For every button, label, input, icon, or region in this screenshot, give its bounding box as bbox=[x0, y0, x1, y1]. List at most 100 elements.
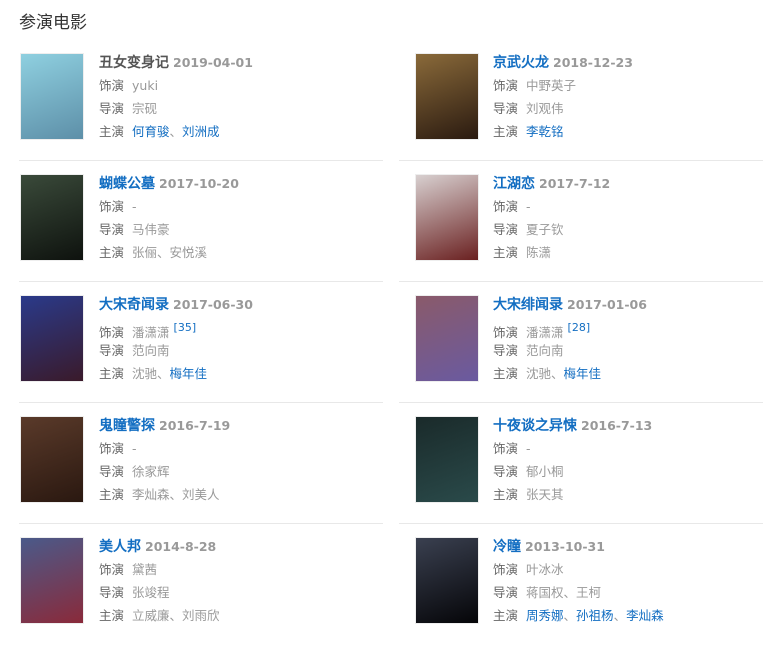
role-label: 饰演 bbox=[99, 199, 125, 214]
reference-link[interactable]: [28] bbox=[567, 321, 591, 334]
director-label: 导演 bbox=[493, 222, 519, 237]
movie-title[interactable]: 冷瞳 bbox=[493, 539, 521, 555]
release-date: 2014-8-28 bbox=[145, 539, 217, 554]
actor-name: 张天其 bbox=[526, 487, 564, 502]
director-row: 导演 张竣程 bbox=[99, 581, 220, 604]
movie-item: 京武火龙 2018-12-23 饰演 中野英子 导演 刘观伟 主演 李乾铭 bbox=[399, 40, 763, 161]
movie-title[interactable]: 京武火龙 bbox=[493, 55, 549, 71]
role-label: 饰演 bbox=[493, 441, 519, 456]
starring-label: 主演 bbox=[99, 366, 125, 381]
reference-link[interactable]: [35] bbox=[173, 321, 197, 334]
starring-row: 主演 李乾铭 bbox=[493, 120, 633, 143]
starring-row: 主演 立威廉、刘雨欣 bbox=[99, 604, 220, 627]
director-row: 导演 宗砚 bbox=[99, 97, 253, 120]
actor-name: 沈驰 bbox=[526, 366, 552, 381]
movie-item: 大宋绯闻录 2017-01-06 饰演 潘潇潇 [28] 导演 范向南 主演 沈驰、梅年佳 bbox=[399, 282, 763, 403]
movie-item: 冷瞳 2013-10-31 饰演 叶冰冰 导演 蒋国权、王柯 主演 周秀娜、孙祖杨、李灿… bbox=[399, 524, 763, 645]
director-row: 导演 蒋国权、王柯 bbox=[493, 581, 664, 604]
movie-item: 丑女变身记 2019-04-01 饰演 yuki 导演 宗砚 主演 何育骏、刘洲成 bbox=[19, 40, 383, 161]
starring-row: 主演 周秀娜、孙祖杨、李灿森 bbox=[493, 604, 664, 627]
movie-title[interactable]: 大宋奇闻录 bbox=[99, 297, 169, 313]
movie-poster[interactable] bbox=[20, 174, 84, 261]
actor-name: 张俪 bbox=[132, 245, 158, 260]
movie-title[interactable]: 江湖恋 bbox=[493, 176, 535, 192]
role-value: - bbox=[526, 441, 531, 456]
release-date: 2019-04-01 bbox=[173, 55, 253, 70]
actor-link[interactable]: 周秀娜 bbox=[526, 608, 564, 623]
role-label: 饰演 bbox=[493, 78, 519, 93]
role-row: 饰演 - bbox=[99, 195, 239, 218]
director-row: 导演 徐家辉 bbox=[99, 460, 230, 483]
director-value: 郁小桐 bbox=[526, 464, 564, 479]
actor-link[interactable]: 李灿森 bbox=[626, 608, 664, 623]
separator: 、 bbox=[613, 608, 627, 623]
movie-item: 鬼瞳警探 2016-7-19 饰演 - 导演 徐家辉 主演 李灿森、刘美人 bbox=[19, 403, 383, 524]
director-value: 夏子钦 bbox=[526, 222, 564, 237]
movie-poster[interactable] bbox=[415, 53, 479, 140]
role-row: 饰演 - bbox=[493, 437, 652, 460]
role-label: 饰演 bbox=[493, 325, 519, 340]
role-label: 饰演 bbox=[493, 562, 519, 577]
movie-poster[interactable] bbox=[415, 537, 479, 624]
role-value: 中野英子 bbox=[526, 78, 577, 93]
actor-link[interactable]: 李乾铭 bbox=[526, 124, 564, 139]
movie-poster[interactable] bbox=[20, 53, 84, 140]
director-row: 导演 范向南 bbox=[99, 339, 253, 362]
actor-name: 李灿森 bbox=[132, 487, 170, 502]
movie-title[interactable]: 大宋绯闻录 bbox=[493, 297, 563, 313]
release-date: 2013-10-31 bbox=[525, 539, 605, 554]
starring-row: 主演 张俪、安悦溪 bbox=[99, 241, 239, 264]
director-label: 导演 bbox=[493, 464, 519, 479]
role-row: 饰演 潘潇潇 [28] bbox=[493, 316, 647, 340]
movie-item: 大宋奇闻录 2017-06-30 饰演 潘潇潇 [35] 导演 范向南 主演 沈驰、梅年佳 bbox=[19, 282, 383, 403]
role-label: 饰演 bbox=[99, 562, 125, 577]
starring-row: 主演 张天其 bbox=[493, 483, 652, 506]
director-value: 范向南 bbox=[132, 343, 170, 358]
separator: 、 bbox=[157, 245, 170, 260]
director-label: 导演 bbox=[99, 464, 125, 479]
movie-poster[interactable] bbox=[20, 295, 84, 382]
separator: 、 bbox=[169, 124, 183, 139]
movie-poster[interactable] bbox=[415, 416, 479, 503]
director-label: 导演 bbox=[99, 585, 125, 600]
movie-poster[interactable] bbox=[20, 537, 84, 624]
movie-poster[interactable] bbox=[415, 295, 479, 382]
actor-name: 刘美人 bbox=[182, 487, 220, 502]
release-date: 2017-01-06 bbox=[567, 297, 647, 312]
role-row: 饰演 - bbox=[99, 437, 230, 460]
actor-name: 安悦溪 bbox=[169, 245, 208, 260]
release-date: 2017-06-30 bbox=[173, 297, 253, 312]
separator: 、 bbox=[169, 487, 183, 502]
movie-title[interactable]: 鬼瞳警探 bbox=[99, 418, 155, 434]
role-row: 饰演 - bbox=[493, 195, 610, 218]
actor-name: 陈潇 bbox=[526, 245, 552, 260]
movie-title[interactable]: 美人邦 bbox=[99, 539, 141, 555]
director-value: 范向南 bbox=[526, 343, 564, 358]
role-label: 饰演 bbox=[99, 441, 125, 456]
actor-link[interactable]: 梅年佳 bbox=[169, 366, 208, 381]
director-value: 马伟豪 bbox=[132, 222, 170, 237]
director-label: 导演 bbox=[99, 343, 125, 358]
movie-title[interactable]: 蝴蝶公墓 bbox=[99, 176, 155, 192]
role-value: 潘潇潇 bbox=[526, 325, 564, 340]
actor-link[interactable]: 梅年佳 bbox=[563, 366, 602, 381]
actor-link[interactable]: 孙祖杨 bbox=[576, 608, 614, 623]
movie-poster[interactable] bbox=[415, 174, 479, 261]
actor-link[interactable]: 何育骏 bbox=[132, 124, 170, 139]
release-date: 2017-10-20 bbox=[159, 176, 239, 191]
role-value: yuki bbox=[132, 78, 159, 93]
role-value: 黛茜 bbox=[132, 562, 158, 577]
role-label: 饰演 bbox=[493, 199, 519, 214]
role-value: 叶冰冰 bbox=[526, 562, 564, 577]
starring-row: 主演 李灿森、刘美人 bbox=[99, 483, 230, 506]
starring-row: 主演 何育骏、刘洲成 bbox=[99, 120, 253, 143]
role-value: - bbox=[132, 199, 137, 214]
movie-title[interactable]: 十夜谈之异悚 bbox=[493, 418, 577, 434]
actor-name: 刘雨欣 bbox=[182, 608, 220, 623]
movie-title: 丑女变身记 bbox=[99, 55, 169, 71]
director-value: 蒋国权、王柯 bbox=[526, 585, 602, 600]
actor-link[interactable]: 刘洲成 bbox=[182, 124, 220, 139]
movie-poster[interactable] bbox=[20, 416, 84, 503]
starring-label: 主演 bbox=[99, 245, 125, 260]
starring-label: 主演 bbox=[493, 366, 519, 381]
